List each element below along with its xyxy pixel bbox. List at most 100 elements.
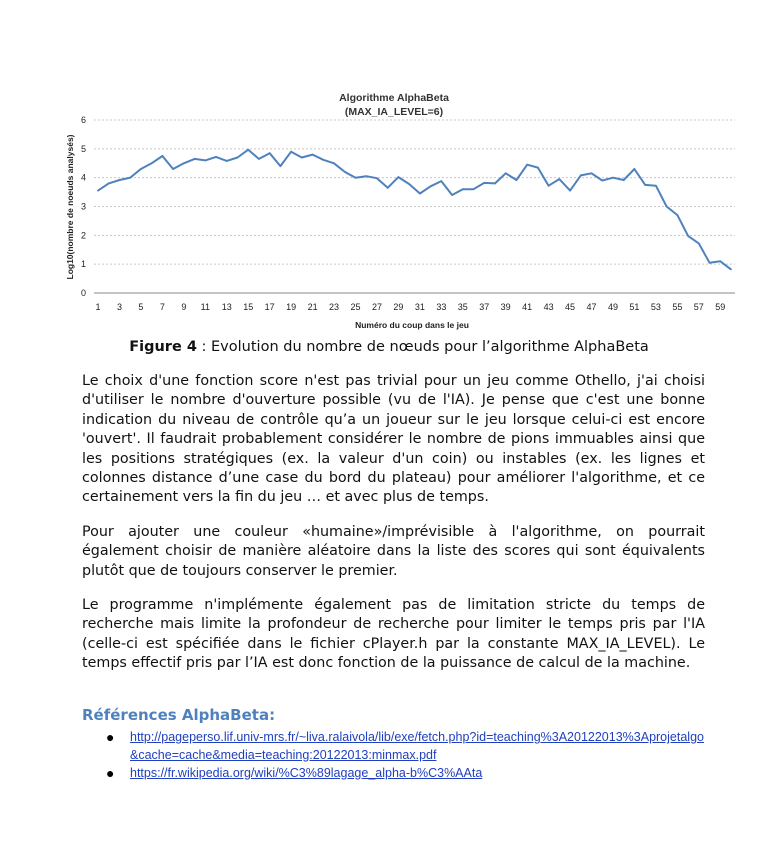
reference-link-wikipedia[interactable]: https://fr.wikipedia.org/wiki/%C3%89laga… (130, 766, 483, 780)
data-point (129, 176, 132, 179)
data-point (279, 165, 282, 168)
data-point (579, 174, 582, 177)
x-tick-label: 15 (243, 302, 253, 312)
data-point (472, 188, 475, 191)
y-axis-label: Log10(nombre de noeuds analysés) (65, 134, 75, 279)
x-tick-label: 35 (458, 302, 468, 312)
data-point (376, 177, 378, 180)
x-tick-label: 19 (286, 302, 296, 312)
paragraph-random-choice: Pour ajouter une couleur «humaine»/impré… (82, 524, 705, 579)
bullet-icon: ● (106, 729, 115, 745)
data-point (536, 166, 539, 169)
data-point (97, 189, 99, 192)
reference-item: ● http://pageperso.lif.univ-mrs.fr/~liva… (106, 728, 706, 764)
x-tick-label: 57 (694, 302, 704, 312)
bullet-icon: ● (106, 765, 115, 781)
data-point (311, 153, 314, 156)
data-point (676, 214, 679, 217)
x-tick-label: 29 (393, 302, 403, 312)
reference-link-minmax[interactable]: http://pageperso.lif.univ-mrs.fr/~liva.r… (130, 730, 704, 762)
data-point (547, 184, 550, 187)
paragraph-score-function: Le choix d'une fonction score n'est pas … (82, 373, 705, 506)
data-point (408, 183, 411, 185)
y-tick-label: 4 (81, 173, 86, 183)
x-tick-label: 43 (544, 302, 554, 312)
x-tick-label: 33 (436, 302, 446, 312)
figure-caption: Figure 4 : Evolution du nombre de nœuds … (0, 339, 778, 355)
data-point (397, 176, 400, 178)
data-point (150, 162, 153, 165)
data-point (504, 172, 507, 175)
paragraph-time-limit: Le programme n'implémente également pas … (82, 597, 705, 672)
x-tick-label: 55 (672, 302, 682, 312)
data-point (365, 175, 368, 178)
data-point (172, 168, 175, 170)
y-tick-label: 6 (81, 115, 86, 125)
data-point (268, 152, 271, 155)
x-tick-label: 9 (181, 302, 186, 312)
data-point (687, 235, 689, 237)
data-point (708, 261, 711, 264)
x-tick-label: 3 (117, 302, 122, 312)
data-point (140, 168, 142, 170)
y-tick-label: 5 (81, 144, 86, 154)
data-point (429, 185, 432, 188)
x-tick-label: 51 (629, 302, 639, 312)
data-point (601, 179, 604, 182)
data-point (290, 150, 293, 153)
y-tick-label: 0 (81, 288, 86, 298)
data-point (354, 176, 357, 179)
data-point (665, 205, 668, 208)
x-tick-label: 45 (565, 302, 575, 312)
series-line (97, 148, 732, 271)
data-point (236, 156, 239, 159)
x-tick-label: 37 (479, 302, 489, 312)
data-point (204, 159, 207, 162)
chart-subtitle: (MAX_IA_LEVEL=6) (345, 106, 443, 118)
data-point (343, 171, 346, 173)
figure-label: Figure 4 (129, 339, 197, 355)
data-point (193, 158, 196, 160)
x-tick-label: 23 (329, 302, 339, 312)
data-point (333, 162, 335, 165)
chart: Algorithme AlphaBeta (MAX_IA_LEVEL=6) Lo… (60, 85, 750, 335)
x-tick-label: 41 (522, 302, 532, 312)
x-tick-label: 11 (201, 302, 210, 312)
data-point (483, 181, 486, 184)
data-point (440, 180, 443, 183)
x-axis-label: Numéro du coup dans le jeu (355, 320, 469, 330)
data-point (461, 188, 464, 191)
x-tick-label: 53 (651, 302, 661, 312)
data-point (558, 178, 561, 181)
data-point (526, 163, 529, 166)
data-point (322, 158, 325, 161)
data-point (386, 186, 389, 189)
x-tick-label: 47 (587, 302, 597, 312)
x-tick-label: 49 (608, 302, 618, 312)
figure-caption-text: : Evolution du nombre de nœuds pour l’al… (196, 339, 649, 355)
x-tick-label: 21 (308, 302, 318, 312)
y-tick-label: 2 (81, 230, 86, 240)
x-tick-label: 13 (222, 302, 232, 312)
data-point (225, 160, 228, 162)
x-tick-label: 39 (501, 302, 511, 312)
reference-item: ● https://fr.wikipedia.org/wiki/%C3%89la… (106, 764, 706, 782)
data-point (247, 148, 250, 151)
x-tick-label: 59 (715, 302, 725, 312)
data-point (622, 179, 625, 181)
x-tick-label: 25 (350, 302, 360, 312)
data-point (569, 189, 571, 192)
data-point (182, 162, 185, 165)
data-point (494, 182, 496, 185)
data-point (697, 242, 700, 245)
data-point (719, 260, 722, 263)
data-point (215, 156, 217, 158)
data-point (644, 183, 647, 186)
data-point (258, 158, 260, 160)
data-point (451, 194, 453, 196)
data-point (118, 179, 121, 181)
data-point (107, 182, 110, 185)
data-point (633, 168, 636, 170)
data-point (590, 172, 593, 175)
x-tick-label: 27 (372, 302, 382, 312)
